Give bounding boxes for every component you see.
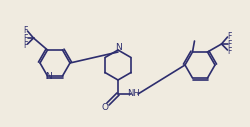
- Text: F: F: [23, 26, 28, 35]
- Text: N: N: [45, 73, 52, 82]
- Text: N: N: [114, 44, 121, 52]
- Text: F: F: [23, 34, 28, 43]
- Text: NH: NH: [128, 90, 140, 99]
- Text: F: F: [227, 46, 232, 55]
- Text: F: F: [227, 31, 232, 41]
- Text: F: F: [227, 39, 232, 49]
- Text: F: F: [23, 41, 28, 50]
- Text: O: O: [102, 102, 108, 112]
